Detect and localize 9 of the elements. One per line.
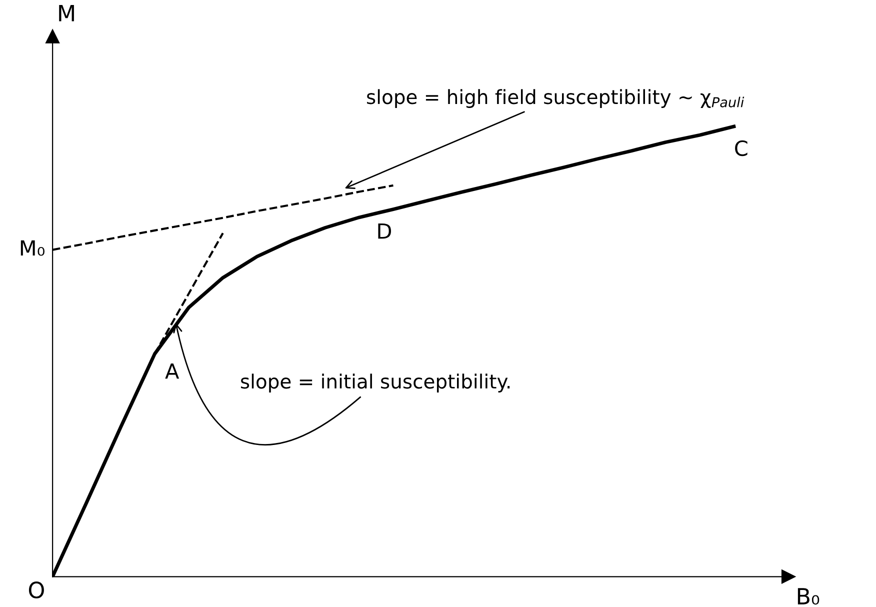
x-axis-title: B₀ xyxy=(798,588,820,605)
text: O xyxy=(28,582,44,598)
annotation: M₀ xyxy=(20,240,44,256)
annotation: D xyxy=(378,223,392,239)
annotation: A xyxy=(165,363,180,379)
annotation: slope = initial susceptibility. xyxy=(240,374,510,392)
y-axis-title: M xyxy=(59,5,74,22)
annotation: C xyxy=(735,140,748,156)
text: slope = high field susceptibility ~ χ$_{Pauli}$ xyxy=(367,89,744,108)
